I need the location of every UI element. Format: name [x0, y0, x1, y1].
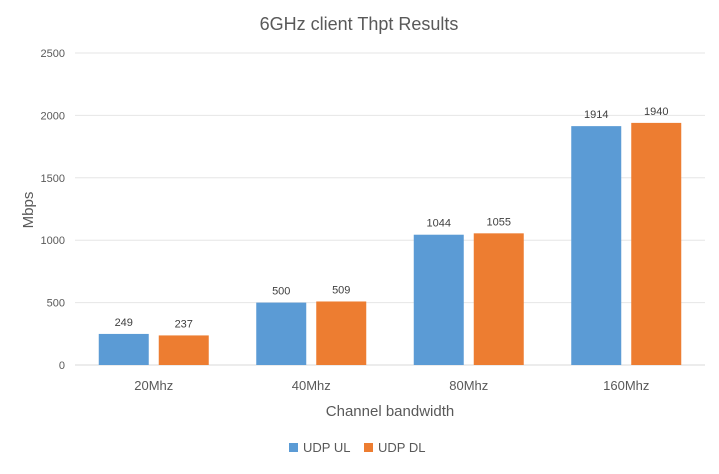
data-label: 249 — [115, 317, 133, 329]
chart-title: 6GHz client Thpt Results — [260, 14, 459, 34]
y-axis-title: Mbps — [20, 192, 37, 229]
bar — [631, 122, 682, 365]
x-axis-categories: 20Mhz 40Mhz 80Mhz 160Mhz — [134, 378, 649, 393]
legend-swatch — [289, 443, 298, 452]
data-labels: 249 237 500 509 1044 1055 1914 1940 — [115, 106, 669, 331]
y-tick-label: 2000 — [41, 110, 65, 122]
legend: UDP UL UDP DL — [289, 440, 425, 455]
y-tick-label: 2500 — [41, 48, 65, 60]
legend-label: UDP DL — [378, 440, 425, 455]
y-tick-label: 500 — [47, 298, 65, 310]
y-tick-label: 1000 — [41, 235, 65, 247]
bar — [473, 233, 524, 365]
bar — [413, 234, 464, 365]
y-tick-label: 1500 — [41, 173, 65, 185]
x-category-label: 160Mhz — [603, 378, 649, 393]
data-label: 509 — [332, 284, 350, 296]
bar — [256, 302, 307, 365]
x-axis-title: Channel bandwidth — [326, 403, 454, 420]
bar — [98, 333, 149, 365]
x-category-label: 20Mhz — [134, 378, 173, 393]
y-axis-ticks: 0 500 1000 1500 2000 2500 — [41, 48, 65, 372]
x-category-label: 80Mhz — [449, 378, 488, 393]
y-tick-label: 0 — [59, 360, 65, 372]
bar — [158, 335, 209, 365]
data-label: 1044 — [427, 218, 451, 230]
data-label: 1055 — [487, 216, 511, 228]
data-label: 237 — [175, 318, 193, 330]
data-label: 500 — [272, 286, 290, 298]
bar — [316, 301, 367, 365]
x-category-label: 40Mhz — [292, 378, 331, 393]
legend-label: UDP UL — [303, 440, 350, 455]
legend-swatch — [364, 443, 373, 452]
data-label: 1940 — [644, 106, 668, 118]
data-label: 1914 — [584, 109, 608, 121]
bars — [98, 122, 682, 365]
bar — [571, 126, 622, 365]
